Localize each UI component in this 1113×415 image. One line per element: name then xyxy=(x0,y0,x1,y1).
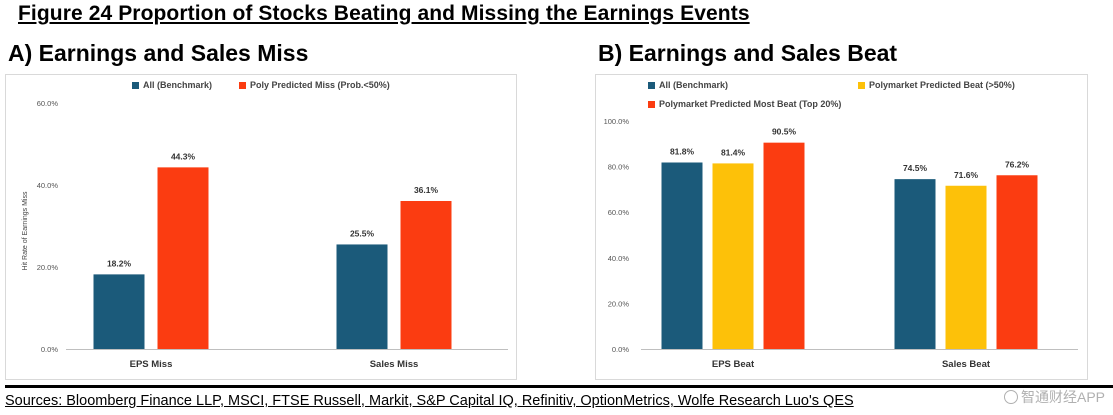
legend-swatch xyxy=(648,100,655,108)
chart-a-svg: 0.0% 20.0% 40.0% 60.0% Hit Rate of Earnings … xyxy=(22,99,508,370)
sources-note: Sources: Bloomberg Finance LLP, MSCI, FT… xyxy=(5,393,854,409)
y-tick-label: 0.0% xyxy=(41,345,58,354)
y-tick-label: 60.0% xyxy=(37,99,59,108)
figure-title: Figure 24 Proportion of Stocks Beating a… xyxy=(18,2,750,25)
legend-label: Polymarket Predicted Most Beat (Top 20%) xyxy=(659,99,842,109)
legend-item-poly-predicted-miss: Poly Predicted Miss (Prob.<50%) xyxy=(239,80,390,90)
legend-swatch xyxy=(132,81,139,89)
watermark-text: 智通财经APP xyxy=(1020,389,1105,405)
legend-label: All (Benchmark) xyxy=(659,80,729,90)
bar xyxy=(712,163,754,349)
footer-divider xyxy=(5,385,1113,388)
data-label: 81.4% xyxy=(721,147,746,157)
y-tick-label: 100.0% xyxy=(604,117,630,126)
data-label: 18.2% xyxy=(107,258,132,268)
bar xyxy=(336,244,388,349)
bar xyxy=(93,274,145,349)
bar xyxy=(400,200,452,349)
legend-swatch xyxy=(239,81,246,89)
x-tick-label: EPS Beat xyxy=(712,359,755,370)
bar xyxy=(763,142,805,349)
data-label: 36.1% xyxy=(414,185,439,195)
bar xyxy=(894,179,936,349)
data-label: 71.6% xyxy=(954,170,979,180)
y-tick-label: 80.0% xyxy=(608,163,630,172)
legend-item-all-benchmark: All (Benchmark) xyxy=(648,80,728,90)
y-tick-label: 40.0% xyxy=(608,254,630,263)
y-tick-label: 20.0% xyxy=(608,299,630,308)
bar xyxy=(661,162,703,349)
data-label: 81.8% xyxy=(670,146,695,156)
legend-item-polymarket-predicted-beat: Polymarket Predicted Beat (>50%) xyxy=(858,80,1015,90)
legend-label: Polymarket Predicted Beat (>50%) xyxy=(869,80,1015,90)
legend-swatch xyxy=(648,81,655,89)
legend-swatch xyxy=(858,81,865,89)
chart-a-plot-area: All (Benchmark) Poly Predicted Miss (Pro… xyxy=(5,74,517,380)
y-tick-label: 0.0% xyxy=(612,345,629,354)
panel-b-title: B) Earnings and Sales Beat xyxy=(598,40,898,66)
y-tick-label: 20.0% xyxy=(37,263,59,272)
data-label: 74.5% xyxy=(903,163,928,173)
legend-item-polymarket-most-beat: Polymarket Predicted Most Beat (Top 20%) xyxy=(648,99,841,109)
data-label: 90.5% xyxy=(772,127,797,137)
watermark-logo-icon xyxy=(1003,390,1018,404)
legend-label: All (Benchmark) xyxy=(143,80,213,90)
x-tick-label: Sales Miss xyxy=(370,359,419,370)
x-tick-label: EPS Miss xyxy=(130,359,173,370)
bar xyxy=(996,175,1038,349)
bar xyxy=(945,185,987,349)
legend-item-all-benchmark: All (Benchmark) xyxy=(132,80,212,90)
legend-label: Poly Predicted Miss (Prob.<50%) xyxy=(250,80,390,90)
y-tick-label: 60.0% xyxy=(608,208,630,217)
watermark: 智通财经APP xyxy=(1003,387,1105,407)
data-label: 76.2% xyxy=(1005,159,1030,169)
chart-b-plot-area: All (Benchmark) Polymarket Predicted Bea… xyxy=(595,74,1088,380)
y-axis-title: Hit Rate of Earnings Miss xyxy=(22,191,29,270)
data-label: 25.5% xyxy=(350,228,375,238)
panel-a-title: A) Earnings and Sales Miss xyxy=(8,40,309,66)
x-tick-label: Sales Beat xyxy=(942,359,991,370)
y-tick-label: 40.0% xyxy=(37,181,59,190)
data-label: 44.3% xyxy=(171,151,196,161)
bar xyxy=(157,167,209,349)
chart-b-svg: 0.0% 20.0% 40.0% 60.0% 80.0% 100.0% 81.8% 81.4%… xyxy=(604,117,1078,370)
